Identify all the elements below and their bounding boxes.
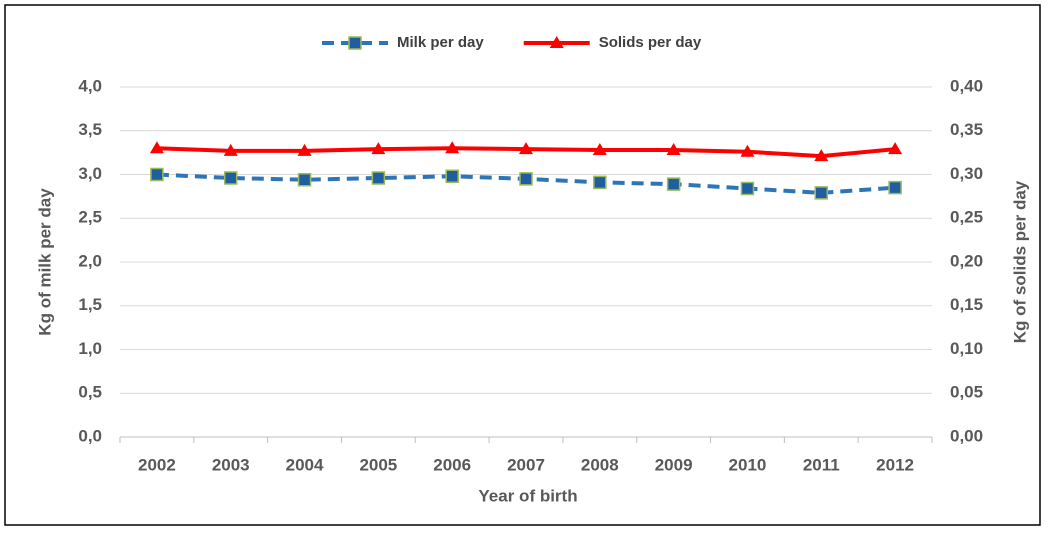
- y-tick-label: 3,0: [78, 164, 102, 183]
- x-tick-label: 2003: [212, 455, 250, 474]
- legend-label: Milk per day: [397, 34, 484, 51]
- data-point: [371, 171, 386, 185]
- data-point: [666, 143, 681, 155]
- x-tick-label: 2012: [876, 455, 914, 474]
- data-point: [592, 143, 607, 155]
- y-axis-label: Kg of milk per day: [35, 188, 54, 336]
- y2-tick-label: 0,05: [950, 383, 983, 402]
- x-axis-label: Year of birth: [478, 486, 577, 505]
- y-tick-label: 4,0: [78, 76, 102, 95]
- data-point: [445, 141, 460, 154]
- data-point: [814, 149, 829, 162]
- data-point: [297, 173, 312, 187]
- y2-axis-label: Kg of solids per day: [1010, 180, 1029, 343]
- y2-tick-label: 0,15: [950, 295, 983, 314]
- x-tick-label: 2011: [803, 455, 840, 474]
- x-tick-label: 2002: [138, 455, 176, 474]
- x-tick-label: 2008: [581, 455, 619, 474]
- data-point: [519, 142, 533, 155]
- chart-border: [4, 4, 1041, 526]
- y2-tick-label: 0,40: [950, 76, 983, 95]
- data-point: [666, 177, 681, 191]
- y-tick-label: 0,0: [78, 426, 102, 445]
- legend-label: Solids per day: [599, 34, 702, 51]
- x-tick-label: 2006: [433, 455, 471, 474]
- data-point: [740, 181, 755, 196]
- data-point: [223, 143, 238, 156]
- y-tick-label: 1,5: [78, 295, 102, 314]
- y-tick-label: 3,5: [78, 120, 102, 139]
- y2-tick-label: 0,10: [950, 339, 983, 358]
- y-tick-label: 1,0: [78, 339, 102, 358]
- data-point: [149, 141, 164, 154]
- data-point: [814, 186, 829, 200]
- y2-tick-label: 0,35: [950, 120, 983, 139]
- data-point: [445, 169, 459, 183]
- x-tick-label: 2007: [507, 455, 545, 474]
- y2-tick-label: 0,20: [950, 251, 983, 270]
- y2-tick-label: 0,30: [950, 164, 983, 183]
- x-tick-label: 2005: [359, 455, 397, 474]
- data-point: [888, 180, 902, 195]
- y2-tick-label: 0,25: [950, 208, 983, 227]
- data-point: [371, 142, 386, 155]
- legend-marker: [549, 36, 564, 48]
- x-tick-label: 2010: [729, 455, 767, 474]
- data-point: [150, 167, 164, 182]
- data-point: [519, 172, 533, 186]
- data-point: [740, 144, 755, 157]
- x-tick-label: 2009: [655, 455, 693, 474]
- data-point: [223, 171, 238, 185]
- x-tick-label: 2004: [286, 455, 324, 474]
- legend-marker: [348, 36, 362, 50]
- y-tick-label: 0,5: [78, 383, 102, 402]
- data-point: [593, 175, 607, 190]
- data-point: [888, 142, 903, 155]
- y-tick-label: 2,5: [78, 208, 102, 227]
- data-point: [297, 143, 312, 156]
- y2-tick-label: 0,00: [950, 426, 983, 445]
- y-tick-label: 2,0: [78, 251, 102, 270]
